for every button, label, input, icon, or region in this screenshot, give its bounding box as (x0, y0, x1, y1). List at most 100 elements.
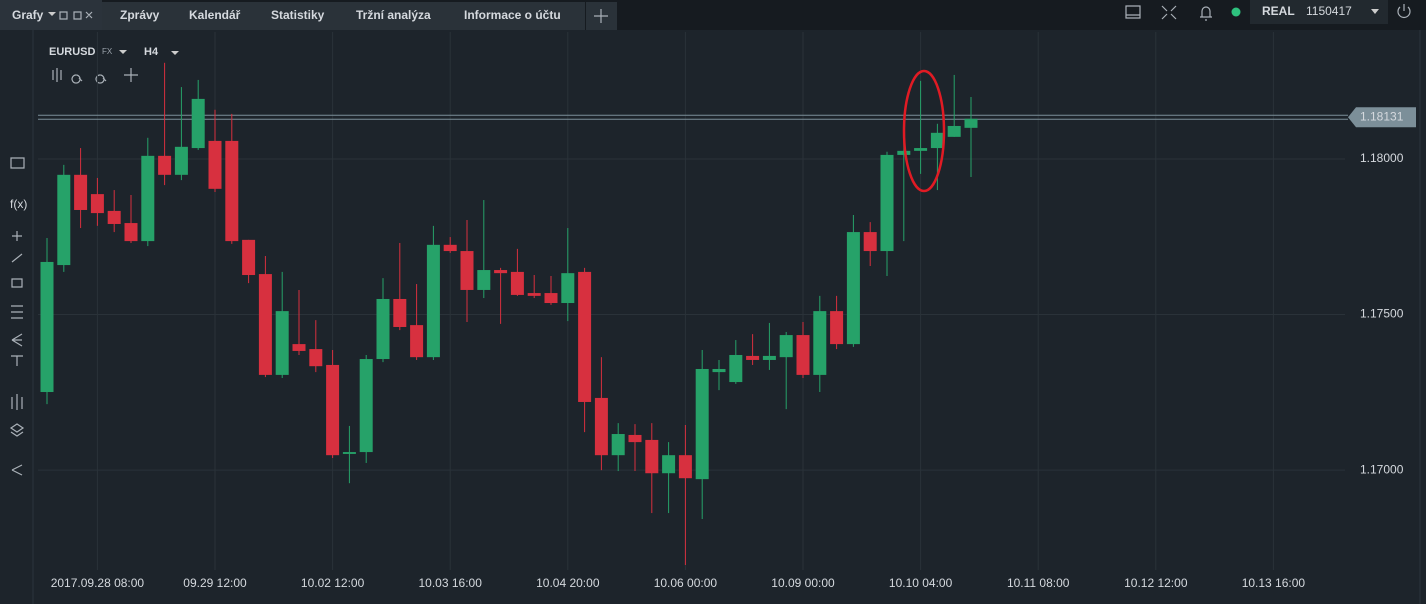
candle-body (729, 354, 743, 383)
x-tick-label: 10.13 16:00 (1242, 576, 1306, 590)
candle-body (762, 355, 776, 360)
candle-body (124, 223, 138, 242)
candle-body (662, 455, 676, 474)
candle-body (578, 271, 592, 402)
candle-body (242, 239, 256, 276)
x-tick-label: 10.12 12:00 (1124, 576, 1188, 590)
candle-body (678, 455, 692, 479)
candle-body (477, 270, 491, 290)
candle-body (947, 125, 961, 137)
account-dropdown[interactable] (1371, 9, 1379, 14)
candle-body (880, 154, 894, 252)
layout-icon[interactable] (1125, 5, 1141, 19)
candle-body (964, 118, 978, 128)
candle-body (275, 311, 289, 375)
tab-label[interactable]: Informace o účtu (464, 8, 561, 22)
candle-body (695, 368, 709, 480)
x-tick-label: 10.02 12:00 (301, 576, 365, 590)
tab-label[interactable]: Kalendář (189, 8, 241, 22)
y-tick-label: 1.18000 (1360, 151, 1404, 165)
symbol[interactable]: EURUSD (49, 46, 96, 58)
x-tick-label: 10.10 04:00 (889, 576, 953, 590)
tab-label[interactable]: Tržní analýza (356, 8, 431, 22)
x-tick-label: 10.11 08:00 (1007, 576, 1070, 590)
candle-body (393, 298, 407, 327)
candle-body (158, 155, 172, 175)
timeframe[interactable]: H4 (144, 46, 159, 58)
candle-body (90, 194, 104, 214)
candle-body (544, 293, 558, 304)
candle-body (779, 335, 793, 358)
candle-body (309, 349, 323, 367)
candle-body (611, 434, 625, 456)
candle-body (342, 452, 356, 454)
fullscreen-icon[interactable] (1161, 5, 1177, 20)
candle-body (225, 140, 239, 242)
candle-body (141, 155, 155, 242)
candle-body (376, 298, 390, 360)
status-dot (1231, 7, 1241, 17)
candle-body (174, 146, 188, 175)
candle-body (191, 98, 205, 149)
candle-body (746, 355, 760, 360)
candle-body (930, 132, 944, 149)
x-tick-label: 10.03 16:00 (418, 576, 482, 590)
candle-body (359, 359, 373, 453)
candle-body (208, 140, 222, 189)
candle-body (712, 368, 726, 373)
tab-controls[interactable] (59, 11, 93, 20)
highlight-ellipse (902, 69, 946, 193)
tab-label[interactable]: Statistiky (271, 8, 325, 22)
drawing-tools[interactable] (9, 157, 25, 476)
candle-body (813, 311, 827, 375)
candle-body (57, 174, 71, 266)
chart-tools[interactable] (52, 68, 138, 84)
candle-body (107, 210, 121, 224)
candle-body (897, 150, 911, 155)
tab-strip (102, 2, 585, 30)
candle-body (846, 232, 860, 345)
market: FX (102, 47, 113, 56)
candle-body (426, 244, 440, 358)
candle-body (40, 261, 54, 393)
tab-label[interactable]: Grafy (12, 8, 44, 22)
price-tag (1348, 107, 1416, 128)
x-tick-label: 10.06 00:00 (654, 576, 718, 590)
candle-body (863, 232, 877, 252)
candle-body (443, 244, 457, 252)
candle-body (796, 335, 810, 375)
function-tool[interactable]: f(x) (10, 197, 27, 211)
x-tick-label: 10.09 00:00 (771, 576, 835, 590)
account-id: 1150417 (1306, 4, 1352, 18)
candle-body (510, 271, 524, 295)
candle-body (258, 274, 272, 375)
candle-body (326, 364, 340, 456)
candle-body (561, 273, 575, 304)
account-box[interactable] (1250, 0, 1388, 24)
plus-icon[interactable] (594, 9, 608, 23)
y-tick-label: 1.17500 (1360, 307, 1404, 321)
candle-body (292, 344, 306, 351)
account-type: REAL (1262, 4, 1295, 18)
candle-body (830, 311, 844, 345)
tab-dropdown[interactable] (48, 12, 56, 16)
candle-body (410, 325, 424, 358)
candle-body (460, 251, 474, 290)
candle-body (74, 174, 88, 210)
power-icon[interactable] (1397, 4, 1411, 18)
timeframe-dropdown[interactable] (171, 51, 179, 55)
candle-body (645, 439, 659, 474)
bell-icon[interactable] (1200, 6, 1212, 21)
x-tick-label: 10.04 20:00 (536, 576, 600, 590)
y-tick-label: 1.17000 (1360, 462, 1404, 476)
x-tick-label: 2017.09.28 08:00 (51, 576, 145, 590)
price-tag-label: 1.18131 (1360, 109, 1404, 123)
candle-body (527, 293, 541, 296)
tab-label[interactable]: Zprávy (120, 8, 160, 22)
candle-body (494, 270, 508, 274)
x-tick-label: 09.29 12:00 (183, 576, 247, 590)
symbol-dropdown[interactable] (119, 50, 127, 54)
candle-body (628, 434, 642, 443)
